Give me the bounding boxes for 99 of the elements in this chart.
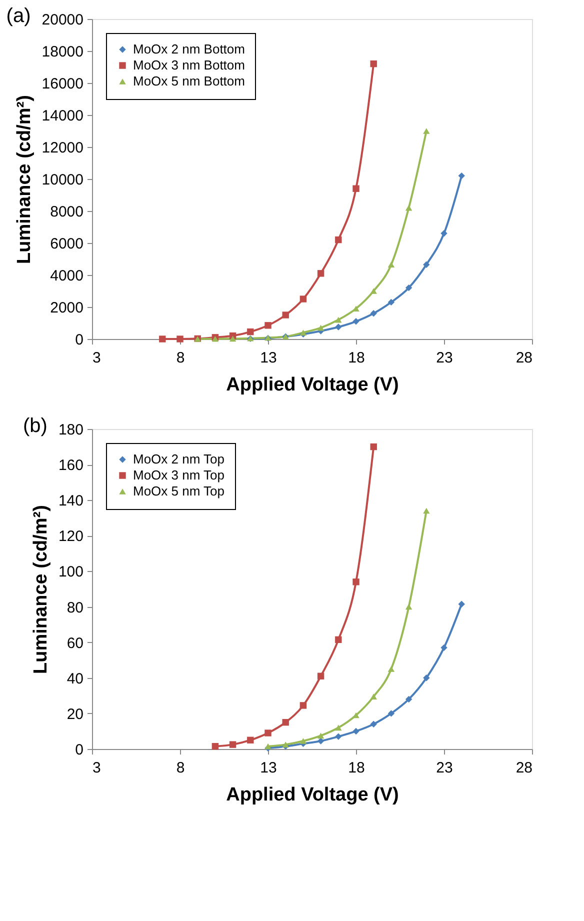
point (352, 306, 360, 312)
point (317, 732, 324, 739)
legend-label: MoOx 2 nm Top (133, 452, 225, 466)
legend-label: MoOx 3 nm Bottom (133, 58, 245, 72)
y-axis-title: Luminance (cd/m²) (14, 95, 35, 264)
point (247, 736, 254, 744)
point (352, 728, 360, 735)
y-tick-label: 0 (75, 742, 84, 758)
x-tick-label: 3 (92, 350, 101, 366)
y-tick-label: 40 (66, 670, 84, 688)
point (352, 185, 360, 192)
legend-label: MoOx 3 nm Top (133, 468, 225, 482)
point (282, 742, 289, 748)
point (388, 298, 395, 306)
point (264, 322, 272, 329)
x-axis-title: Applied Voltage (V) (226, 784, 399, 806)
y-tick-label: 120 (58, 528, 84, 546)
y-tick-label: 2000 (50, 300, 84, 316)
point (423, 128, 430, 134)
y-tick-label: 100 (58, 564, 84, 581)
point (335, 324, 342, 330)
point (458, 600, 465, 608)
y-tick-label: 10000 (42, 172, 84, 188)
point (370, 310, 377, 317)
point (352, 712, 360, 718)
x-tick-label: 23 (436, 350, 453, 366)
x-tick-label: 23 (436, 760, 453, 776)
y-tick-label: 6000 (50, 236, 84, 252)
point (247, 328, 254, 336)
point (335, 636, 342, 644)
point (388, 666, 395, 672)
point (405, 204, 412, 211)
y-tick-label: 20 (66, 706, 84, 723)
point (317, 324, 324, 331)
x-tick-label: 28 (516, 760, 532, 776)
point (405, 696, 412, 703)
point (335, 733, 342, 740)
point (335, 316, 342, 323)
y-tick-label: 160 (58, 457, 84, 474)
legend-label: MoOx 2 nm Bottom (133, 42, 245, 56)
y-tick-label: 0 (75, 332, 84, 348)
point (229, 741, 236, 748)
point (335, 724, 342, 731)
point (423, 508, 430, 514)
point (335, 236, 342, 244)
point (423, 261, 430, 268)
point (440, 644, 448, 652)
x-tick-label: 8 (176, 760, 185, 776)
point (317, 672, 324, 680)
x-tick-label: 8 (176, 350, 185, 366)
point (300, 702, 307, 709)
y-tick-label: 80 (66, 599, 84, 616)
x-axis-title: Applied Voltage (V) (226, 374, 399, 396)
point (352, 578, 360, 586)
point (300, 296, 307, 302)
y-tick-label: 16000 (42, 76, 84, 92)
point (317, 738, 324, 744)
point (370, 288, 377, 294)
point (176, 336, 184, 342)
x-tick-label: 18 (348, 350, 365, 366)
y-tick-label: 18000 (42, 44, 84, 60)
point (405, 604, 412, 610)
point (282, 718, 289, 726)
point (458, 172, 465, 180)
point (370, 443, 377, 450)
y-tick-label: 14000 (42, 108, 84, 124)
x-tick-label: 18 (348, 760, 365, 776)
point (388, 262, 395, 268)
y-tick-label: 180 (58, 422, 84, 438)
point (212, 742, 219, 750)
point (300, 738, 307, 744)
point (370, 694, 377, 700)
y-tick-label: 4000 (50, 268, 84, 284)
y-tick-label: 140 (58, 492, 84, 510)
x-tick-label: 28 (516, 350, 532, 366)
x-tick-label: 3 (92, 760, 101, 776)
point (317, 270, 324, 277)
point (405, 284, 412, 292)
point (264, 730, 272, 736)
legend-label: MoOx 5 nm Top (133, 484, 225, 498)
point (282, 312, 289, 318)
legend-label: MoOx 5 nm Bottom (133, 74, 245, 88)
x-tick-label: 13 (260, 760, 277, 776)
y-axis-title: Luminance (cd/m²) (30, 505, 52, 674)
y-tick-label: 20000 (42, 12, 84, 28)
point (440, 230, 448, 237)
point (352, 318, 360, 325)
chart-title: (a) (6, 5, 31, 27)
point (159, 336, 166, 342)
y-tick-label: 60 (66, 634, 84, 652)
point (388, 710, 395, 717)
point (423, 674, 430, 682)
point (229, 336, 236, 342)
y-tick-label: 8000 (50, 204, 84, 220)
chart-title: (b) (22, 415, 48, 437)
y-tick-label: 12000 (42, 140, 84, 156)
x-tick-label: 13 (260, 350, 277, 366)
point (370, 60, 377, 68)
point (370, 720, 377, 728)
